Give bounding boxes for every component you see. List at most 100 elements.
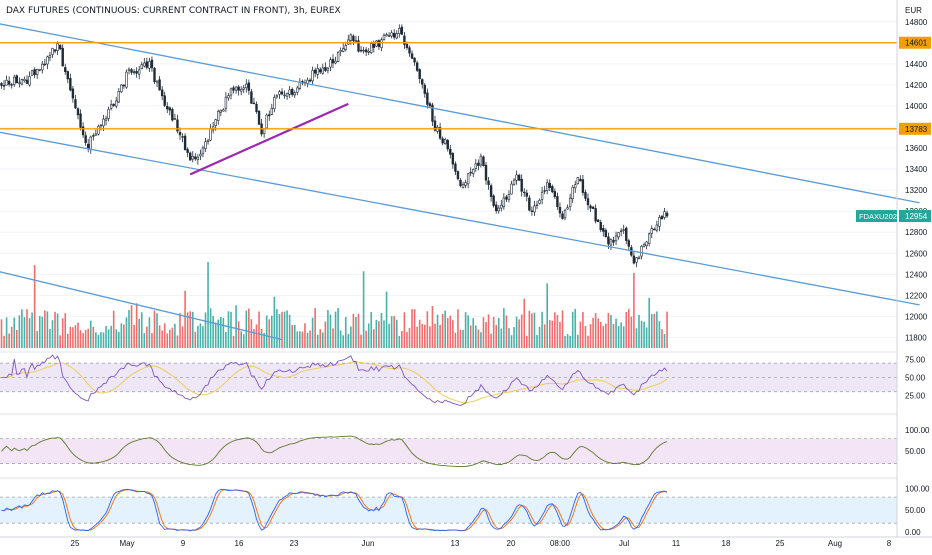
volume-bar [510, 335, 513, 348]
symbol-label-bg [856, 210, 897, 223]
oscillator-tick-label: 75.00 [905, 356, 926, 365]
candle-body [545, 182, 549, 191]
volume-bar [495, 324, 497, 348]
volume-bar [653, 314, 656, 348]
volume-bar [500, 328, 503, 348]
candle-body [76, 108, 80, 116]
candle-body [581, 179, 585, 193]
volume-bar [475, 325, 477, 348]
volume-bar [571, 311, 574, 348]
candle-body [38, 69, 41, 71]
candle-body [138, 69, 141, 75]
last-price-label: 12954 [905, 212, 928, 221]
volume-bar [140, 312, 143, 348]
candle-body [449, 148, 452, 155]
level-label-bg [899, 122, 931, 135]
volume-bar [79, 330, 82, 348]
candle-body [316, 68, 319, 75]
candle-body [199, 153, 202, 157]
volume-bar [82, 332, 84, 348]
volume-bar [220, 316, 222, 348]
grid [0, 21, 897, 338]
volume-bar [383, 320, 385, 348]
candle-body [372, 43, 375, 48]
candle-body [576, 177, 580, 185]
volume-bar [648, 297, 650, 348]
rsi-line [1, 354, 668, 406]
volume-bar [69, 326, 72, 348]
volume-bar [268, 319, 271, 348]
volume-bar [33, 265, 36, 348]
candle-body [421, 79, 424, 85]
candle-body [658, 216, 661, 227]
candle-body [510, 183, 513, 195]
price-tick-label: 11800 [905, 333, 927, 342]
volume-bar [74, 325, 77, 348]
candle-body [245, 83, 248, 89]
candle-body [265, 114, 268, 129]
volume-bar [462, 329, 464, 348]
volume-bar [128, 309, 130, 348]
volume-bar [441, 314, 444, 348]
volume-bar [490, 333, 492, 348]
volume-bar [543, 324, 546, 348]
time-tick-label: 20 [507, 539, 516, 548]
candle-body [191, 156, 194, 160]
volume-bar [650, 314, 653, 348]
volume-bar [577, 334, 579, 348]
candle-body [551, 186, 554, 193]
volume-bar [322, 332, 324, 348]
volume-bar [199, 323, 202, 348]
candle-body [413, 57, 416, 63]
volume-bar [237, 321, 240, 348]
candle-body [377, 40, 381, 47]
volume-bar [46, 311, 49, 348]
volume-bar [286, 310, 288, 348]
volume-bar [5, 317, 8, 348]
volume-bar [362, 271, 365, 348]
candle-body [209, 128, 212, 141]
candle-body [571, 186, 574, 200]
candle-body [482, 156, 485, 166]
candle-body [443, 139, 447, 144]
oscillator-tick-label: 25.00 [905, 391, 926, 400]
candle-body [115, 100, 118, 107]
candle-body [464, 182, 467, 186]
volume-bar [347, 334, 350, 348]
candle-body [155, 80, 159, 83]
volume-bar [408, 327, 411, 348]
candle-body [97, 125, 100, 135]
price-tick-label: 12600 [905, 249, 928, 258]
volume-bar [454, 332, 457, 348]
candle-body [392, 32, 396, 38]
volume-bar [87, 328, 89, 348]
candle-body [71, 88, 75, 99]
candle-body [293, 92, 296, 96]
oscillator-tick-label: 50.00 [905, 447, 926, 456]
volume-bar [538, 326, 541, 348]
volume-bar [398, 335, 401, 348]
candle-body [477, 162, 480, 166]
candle-body [112, 103, 115, 106]
candle-body [607, 236, 610, 245]
candle-body [653, 228, 656, 231]
volume-bar [503, 308, 505, 348]
volume-bar [418, 319, 421, 348]
candle-body [604, 230, 608, 238]
volume-bar [589, 324, 592, 348]
candle-body [647, 233, 651, 244]
volume-bar [656, 311, 658, 348]
volume-bar [242, 334, 245, 348]
volume-bar [561, 310, 564, 348]
candle-body [334, 60, 337, 64]
candle-body [224, 96, 228, 109]
price-tick-label: 12400 [905, 270, 928, 279]
volume-bar [28, 318, 31, 348]
volume-bar [21, 309, 23, 348]
volume-bar [515, 316, 518, 348]
candle-body [602, 228, 605, 232]
candle-body [25, 79, 29, 84]
oscillator-tick-label: 0.00 [905, 528, 921, 537]
